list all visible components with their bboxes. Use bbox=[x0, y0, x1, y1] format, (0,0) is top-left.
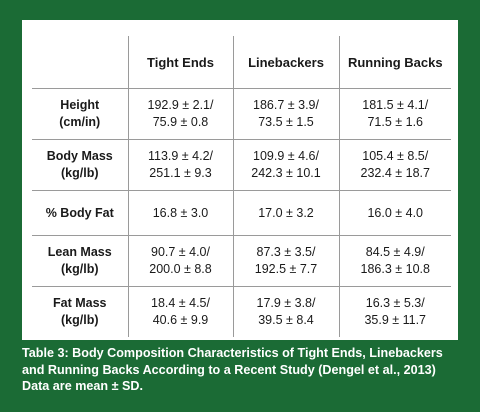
cell-line: 192.9 ± 2.1/ bbox=[147, 98, 214, 112]
row-label-unit: (kg/lb) bbox=[61, 313, 99, 327]
cell-line: 186.7 ± 3.9/ bbox=[253, 98, 319, 112]
row-label-line: Fat Mass bbox=[53, 296, 107, 310]
cell-line: 113.9 ± 4.2/ bbox=[147, 149, 213, 163]
cell-line: 251.1 ± 9.3 bbox=[149, 166, 212, 180]
table-cell: 186.7 ± 3.9/73.5 ± 1.5 bbox=[232, 88, 340, 140]
cell-line: 35.9 ± 11.7 bbox=[364, 313, 427, 327]
table-cell: 18.4 ± 4.5/40.6 ± 9.9 bbox=[127, 286, 234, 337]
row-label-unit: (cm/in) bbox=[59, 115, 101, 129]
cell-line: 71.5 ± 1.6 bbox=[367, 115, 423, 129]
cell-line: 192.5 ± 7.7 bbox=[254, 262, 318, 276]
table-caption: Table 3: Body Composition Characteristic… bbox=[22, 345, 462, 395]
table-cell: 113.9 ± 4.2/251.1 ± 9.3 bbox=[127, 139, 234, 191]
cell-line: 90.7 ± 4.0/ bbox=[151, 245, 210, 259]
cell-line: 16.8 ± 3.0 bbox=[152, 205, 209, 220]
table-cell: 16.3 ± 5.3/35.9 ± 11.7 bbox=[338, 286, 451, 337]
caption-line: Table 3: Body Composition Characteristic… bbox=[22, 346, 443, 360]
table-header-row: Tight Ends Linebackers Running Backs bbox=[32, 36, 451, 89]
table-row-height: Height (cm/in) 192.9 ± 2.1/75.9 ± 0.8 18… bbox=[32, 88, 451, 140]
table-row-fat-mass: Fat Mass (kg/lb) 18.4 ± 4.5/40.6 ± 9.9 1… bbox=[32, 286, 451, 337]
cell-line: 16.3 ± 5.3/ bbox=[365, 296, 425, 310]
table-cell: 17.9 ± 3.8/39.5 ± 8.4 bbox=[232, 286, 340, 337]
column-header-running-backs: Running Backs bbox=[338, 36, 451, 89]
cell-line: 105.4 ± 8.5/ bbox=[362, 149, 429, 163]
cell-line: 16.0 ± 4.0 bbox=[367, 205, 423, 220]
table-panel: Tight Ends Linebackers Running Backs Hei… bbox=[22, 20, 458, 340]
column-header-tight-ends: Tight Ends bbox=[127, 36, 234, 89]
row-label-lean-mass: Lean Mass (kg/lb) bbox=[32, 235, 129, 287]
cell-line: 186.3 ± 10.8 bbox=[360, 262, 430, 276]
cell-line: 87.3 ± 3.5/ bbox=[256, 245, 316, 259]
cell-line: 200.0 ± 8.8 bbox=[149, 262, 212, 276]
column-header-empty bbox=[32, 36, 129, 89]
table-cell: 90.7 ± 4.0/200.0 ± 8.8 bbox=[127, 235, 234, 287]
cell-line: 17.9 ± 3.8/ bbox=[256, 296, 316, 310]
column-header-linebackers: Linebackers bbox=[232, 36, 340, 89]
table-cell: 87.3 ± 3.5/192.5 ± 7.7 bbox=[232, 235, 340, 287]
table-cell: 181.5 ± 4.1/71.5 ± 1.6 bbox=[338, 88, 451, 140]
cell-line: 181.5 ± 4.1/ bbox=[362, 98, 429, 112]
cell-line: 39.5 ± 8.4 bbox=[258, 313, 314, 327]
cell-line: 75.9 ± 0.8 bbox=[152, 115, 209, 129]
table-cell: 105.4 ± 8.5/232.4 ± 18.7 bbox=[338, 139, 451, 191]
cell-line: 73.5 ± 1.5 bbox=[258, 115, 314, 129]
cell-line: 18.4 ± 4.5/ bbox=[151, 296, 210, 310]
row-label-fat-mass: Fat Mass (kg/lb) bbox=[32, 286, 129, 337]
cell-line: 17.0 ± 3.2 bbox=[258, 205, 314, 220]
body-composition-table: Tight Ends Linebackers Running Backs Hei… bbox=[32, 36, 451, 337]
cell-line: 242.3 ± 10.1 bbox=[251, 166, 321, 180]
cell-line: 40.6 ± 9.9 bbox=[152, 313, 209, 327]
table-cell: 16.8 ± 3.0 bbox=[127, 190, 234, 236]
row-label-unit: (kg/lb) bbox=[61, 166, 99, 180]
caption-line: Data are mean ± SD. bbox=[22, 379, 144, 393]
table-row-body-fat: % Body Fat 16.8 ± 3.0 17.0 ± 3.2 16.0 ± … bbox=[32, 190, 451, 236]
table-cell: 84.5 ± 4.9/186.3 ± 10.8 bbox=[338, 235, 451, 287]
table-cell: 17.0 ± 3.2 bbox=[232, 190, 340, 236]
row-label-body-fat: % Body Fat bbox=[32, 190, 129, 236]
cell-line: 109.9 ± 4.6/ bbox=[253, 149, 319, 163]
row-label-line: Body Mass bbox=[46, 149, 113, 163]
table-row-body-mass: Body Mass (kg/lb) 113.9 ± 4.2/251.1 ± 9.… bbox=[32, 139, 451, 191]
table-row-lean-mass: Lean Mass (kg/lb) 90.7 ± 4.0/200.0 ± 8.8… bbox=[32, 235, 451, 287]
row-label-unit: (kg/lb) bbox=[61, 262, 99, 276]
cell-line: 232.4 ± 18.7 bbox=[360, 166, 430, 180]
caption-line: and Running Backs According to a Recent … bbox=[22, 362, 436, 377]
row-label-height: Height (cm/in) bbox=[32, 88, 129, 140]
row-label-line: Height bbox=[60, 98, 100, 112]
row-label-line: Lean Mass bbox=[47, 245, 112, 259]
table-cell: 192.9 ± 2.1/75.9 ± 0.8 bbox=[127, 88, 234, 140]
row-label-line: % Body Fat bbox=[45, 205, 114, 220]
cell-line: 84.5 ± 4.9/ bbox=[365, 245, 425, 259]
row-label-body-mass: Body Mass (kg/lb) bbox=[32, 139, 129, 191]
table-cell: 109.9 ± 4.6/242.3 ± 10.1 bbox=[232, 139, 340, 191]
table-cell: 16.0 ± 4.0 bbox=[338, 190, 451, 236]
